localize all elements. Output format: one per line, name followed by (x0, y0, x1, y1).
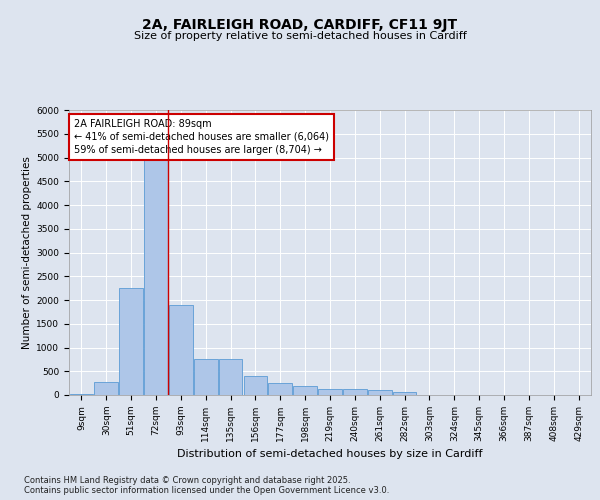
Bar (293, 386, 317, 395)
Bar (343, 390, 367, 395)
Bar (318, 389, 342, 395)
Bar (393, 392, 416, 395)
Bar (94, 382, 118, 395)
Text: 2A FAIRLEIGH ROAD: 89sqm
← 41% of semi-detached houses are smaller (6,064)
59% o: 2A FAIRLEIGH ROAD: 89sqm ← 41% of semi-d… (74, 118, 329, 155)
Text: 2A, FAIRLEIGH ROAD, CARDIFF, CF11 9JT: 2A, FAIRLEIGH ROAD, CARDIFF, CF11 9JT (142, 18, 458, 32)
Bar (368, 390, 392, 395)
Bar (169, 305, 193, 395)
Bar (144, 160, 168, 395)
Bar (268, 383, 292, 395)
Bar (219, 359, 242, 395)
X-axis label: Distribution of semi-detached houses by size in Cardiff: Distribution of semi-detached houses by … (177, 450, 483, 460)
Y-axis label: Number of semi-detached properties: Number of semi-detached properties (22, 156, 32, 349)
Text: Size of property relative to semi-detached houses in Cardiff: Size of property relative to semi-detach… (134, 31, 466, 41)
Text: Contains HM Land Registry data © Crown copyright and database right 2025.
Contai: Contains HM Land Registry data © Crown c… (24, 476, 389, 495)
Bar (119, 288, 143, 395)
Bar (70, 394, 93, 395)
Bar (194, 359, 218, 395)
Bar (244, 376, 267, 395)
